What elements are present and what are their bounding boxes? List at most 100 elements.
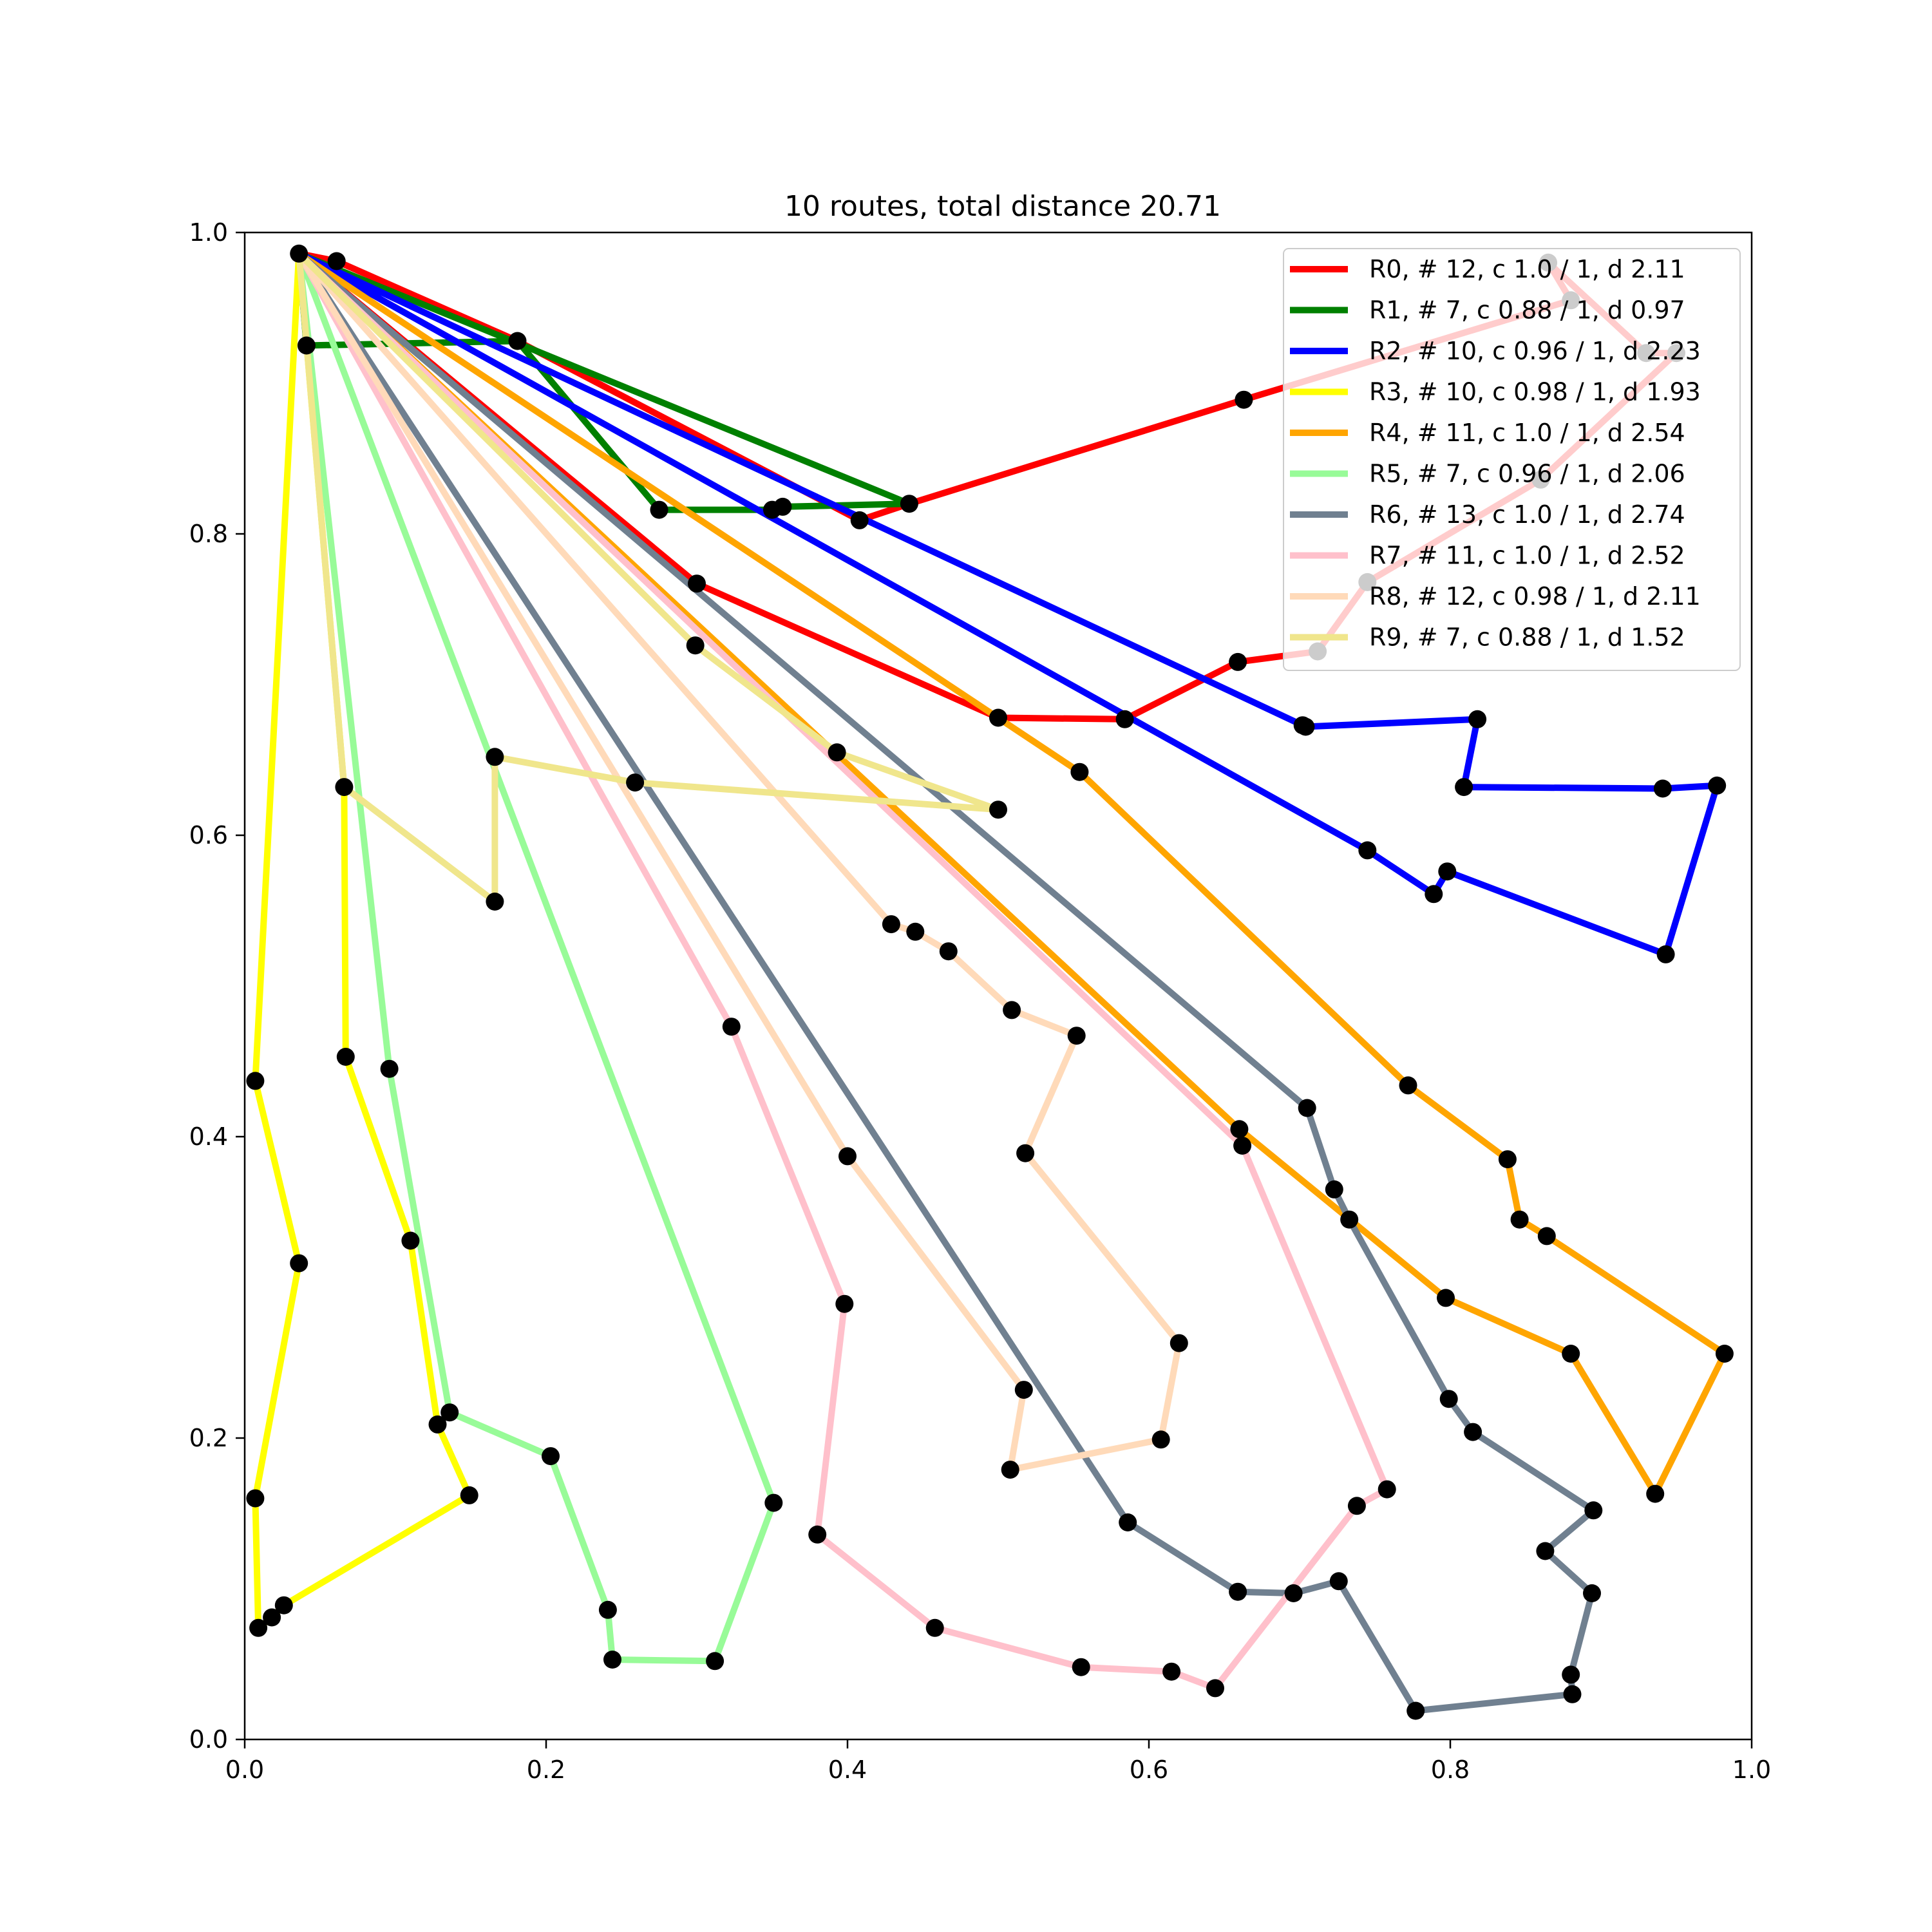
stop-point	[722, 1018, 741, 1036]
y-tick-label: 0.8	[189, 520, 228, 548]
y-tick-label: 0.0	[189, 1725, 228, 1754]
stop-point	[1347, 1497, 1366, 1515]
stop-point	[1233, 1137, 1252, 1155]
stop-point	[764, 1493, 783, 1512]
stop-point	[1001, 1461, 1019, 1479]
stop-point	[440, 1403, 459, 1422]
stop-point	[989, 708, 1007, 727]
legend-label-r4: R4, # 11, c 1.0 / 1, d 2.54	[1369, 419, 1685, 447]
stop-point	[1656, 945, 1675, 963]
stop-point	[1325, 1180, 1343, 1198]
legend-box	[1283, 248, 1741, 671]
stop-point	[1016, 1144, 1035, 1162]
stop-point	[1437, 1289, 1455, 1307]
stop-point	[1014, 1381, 1033, 1399]
legend-label-r7: R7, # 11, c 1.0 / 1, d 2.52	[1369, 542, 1685, 570]
stop-point	[290, 1254, 308, 1273]
stop-point	[828, 743, 846, 762]
stop-point	[1468, 710, 1487, 728]
stop-point	[1230, 1120, 1249, 1139]
stop-point	[246, 1072, 265, 1090]
stop-point	[335, 778, 354, 797]
stop-point	[1562, 1665, 1580, 1684]
legend-label-r8: R8, # 12, c 0.98 / 1, d 2.11	[1369, 582, 1701, 611]
stop-point	[1498, 1150, 1517, 1169]
stop-point	[1206, 1679, 1224, 1698]
y-tick-label: 0.4	[189, 1122, 228, 1151]
x-axis: 0.0 0.2 0.4 0.6 0.8 1.0	[225, 1739, 1771, 1784]
chart-title: 10 routes, total distance 20.71	[784, 190, 1221, 223]
stop-point	[882, 915, 900, 934]
stop-point	[1378, 1480, 1396, 1499]
stop-point	[380, 1059, 399, 1078]
y-axis: 0.0 0.2 0.4 0.6 0.8 1.0	[189, 218, 245, 1754]
route-line-r1	[296, 250, 913, 513]
x-tick-label: 0.8	[1431, 1756, 1470, 1784]
legend-label-r5: R5, # 7, c 0.96 / 1, d 2.06	[1369, 460, 1685, 488]
stop-point	[688, 574, 706, 593]
stop-point	[773, 497, 792, 516]
stop-point	[808, 1525, 827, 1544]
stop-point	[486, 893, 504, 911]
stop-point	[1399, 1076, 1417, 1095]
stop-point	[542, 1447, 560, 1466]
stop-point	[1563, 1685, 1582, 1703]
stop-point	[1708, 776, 1727, 795]
y-tick-label: 0.6	[189, 821, 228, 849]
x-tick-label: 0.0	[225, 1756, 264, 1784]
stop-point	[486, 748, 504, 766]
stop-point	[989, 800, 1007, 819]
stop-point	[1464, 1423, 1482, 1441]
stop-point	[1438, 862, 1457, 881]
stop-point	[1653, 779, 1672, 798]
stop-point	[1070, 762, 1089, 781]
y-tick-label: 0.2	[189, 1424, 228, 1452]
stop-point	[1455, 778, 1473, 797]
stop-point	[1170, 1334, 1188, 1352]
legend-label-r1: R1, # 7, c 0.88 / 1, d 0.97	[1369, 296, 1685, 325]
stop-point	[1003, 1001, 1021, 1019]
legend-label-r6: R6, # 13, c 1.0 / 1, d 2.74	[1369, 500, 1685, 529]
stop-point	[1646, 1484, 1665, 1503]
stop-point	[1583, 1584, 1601, 1602]
stop-point	[1329, 1572, 1348, 1591]
stop-point	[1229, 652, 1247, 671]
stop-point	[1562, 1345, 1580, 1363]
stop-point	[1119, 1513, 1137, 1531]
stop-point	[1537, 1227, 1556, 1245]
stop-point	[650, 500, 668, 519]
stop-point	[1340, 1210, 1359, 1229]
stop-point	[706, 1652, 724, 1671]
route-line-r4	[296, 250, 1728, 1497]
stop-point	[428, 1415, 447, 1434]
stop-point	[686, 636, 705, 655]
stop-point	[263, 1608, 281, 1627]
route-line-r7	[296, 250, 1390, 1692]
stop-point	[1229, 1582, 1247, 1601]
legend-label-r3: R3, # 10, c 0.98 / 1, d 1.93	[1369, 378, 1701, 406]
plot-frame	[243, 231, 1753, 1741]
stop-point	[1151, 1430, 1170, 1449]
legend-label-r0: R0, # 12, c 1.0 / 1, d 2.11	[1369, 255, 1685, 283]
stop-point	[1715, 1345, 1734, 1363]
stop-point	[327, 252, 346, 270]
y-tick-label: 1.0	[189, 218, 228, 247]
stop-point	[1510, 1210, 1529, 1229]
stop-point	[1067, 1027, 1086, 1045]
stop-point	[1284, 1584, 1303, 1602]
stop-point	[1406, 1701, 1425, 1720]
x-tick-label: 1.0	[1732, 1756, 1771, 1784]
stop-point	[1235, 390, 1253, 409]
stop-point	[1072, 1658, 1090, 1676]
legend-label-r2: R2, # 10, c 0.96 / 1, d 2.23	[1369, 337, 1701, 365]
stop-point	[274, 1596, 293, 1615]
stop-point	[838, 1147, 857, 1166]
legend: R0, # 12, c 1.0 / 1, d 2.11 R1, # 7, c 0.…	[1283, 248, 1741, 671]
stop-point	[1162, 1662, 1181, 1681]
stop-point	[249, 1618, 268, 1637]
stop-point	[508, 332, 527, 350]
stop-point	[1584, 1501, 1603, 1520]
stop-point	[1425, 885, 1443, 904]
x-tick-label: 0.2	[527, 1756, 565, 1784]
stop-point	[835, 1294, 854, 1313]
